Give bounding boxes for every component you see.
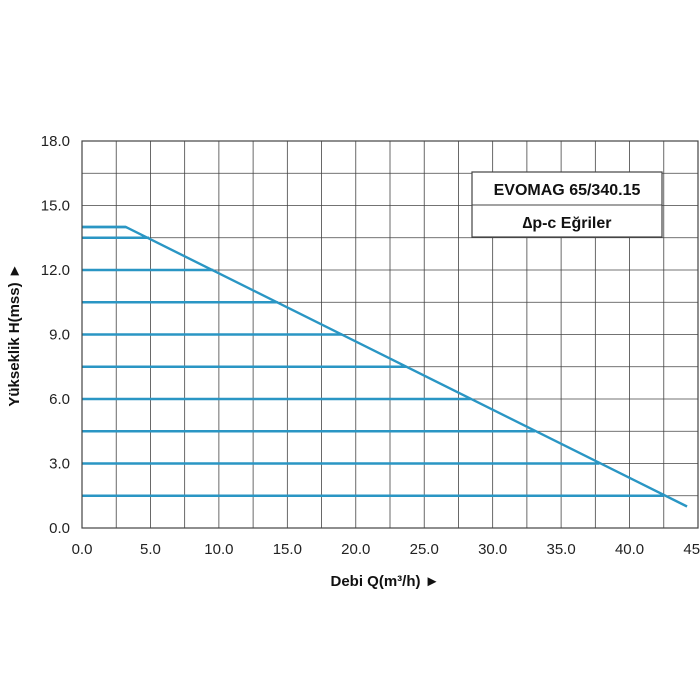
y-tick-labels: 0.0 3.0 6.0 9.0 12.0 15.0 18.0 (41, 133, 70, 537)
x-tick-label: 45.0 (683, 541, 700, 558)
x-tick-label: 15.0 (273, 541, 302, 558)
y-tick-label: 6.0 (49, 391, 70, 408)
y-tick-label: 9.0 (49, 327, 70, 344)
y-tick-label: 12.0 (41, 262, 70, 279)
x-tick-label: 30.0 (478, 541, 507, 558)
y-tick-label: 3.0 (49, 456, 70, 473)
plot-border (81, 140, 699, 529)
x-tick-label: 20.0 (341, 541, 370, 558)
y-tick-label: 18.0 (41, 133, 70, 150)
curves (82, 225, 688, 508)
curve-type-label: ∆p-c Eğriler (523, 215, 612, 232)
x-tick-label: 35.0 (547, 541, 576, 558)
model-label-box: EVOMAG 65/340.15 ∆p-c Eğriler (471, 171, 663, 238)
x-axis-title: Debi Q(m³/h) ► (330, 573, 439, 590)
x-tick-label: 0.0 (72, 541, 93, 558)
model-title: EVOMAG 65/340.15 (494, 182, 641, 199)
x-tick-label: 25.0 (410, 541, 439, 558)
y-tick-label: 0.0 (49, 520, 70, 537)
x-tick-label: 40.0 (615, 541, 644, 558)
x-tick-label: 5.0 (140, 541, 161, 558)
x-tick-labels: 0.0 5.0 10.0 15.0 20.0 25.0 30.0 35.0 40.0 45.0 (72, 541, 700, 558)
y-tick-label: 15.0 (41, 198, 70, 215)
x-tick-label: 10.0 (204, 541, 233, 558)
y-axis-title: Yükseklik H(mss) ► (6, 263, 23, 406)
